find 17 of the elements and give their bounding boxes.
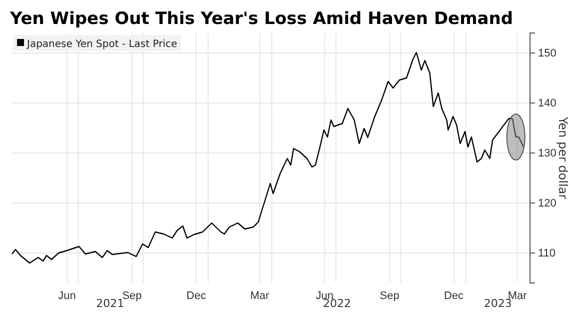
text: 2021 (96, 297, 124, 310)
x-tick-label: Sep (380, 290, 400, 302)
y-tick-label: 140 (538, 98, 556, 110)
x-tick-label: Dec (444, 290, 464, 302)
y-tick-label: 120 (538, 198, 556, 210)
y-tick-label: 130 (538, 148, 556, 160)
x-tick-label: Sep (122, 290, 142, 302)
text: 2023 (484, 297, 512, 310)
legend-label: Japanese Yen Spot - Last Price (26, 39, 178, 50)
x-tick-label: Dec (186, 290, 206, 302)
line-series (11, 52, 524, 264)
y-axis-title: Yen per dollar (556, 116, 570, 200)
x-tick-label: Jun (58, 290, 76, 302)
x-tick-label: Mar (250, 290, 270, 302)
chart-title: Yen Wipes Out This Year's Loss Amid Haven Demand (9, 9, 514, 29)
y-tick-label: 110 (538, 248, 556, 260)
y-tick-label: 150 (538, 48, 556, 60)
